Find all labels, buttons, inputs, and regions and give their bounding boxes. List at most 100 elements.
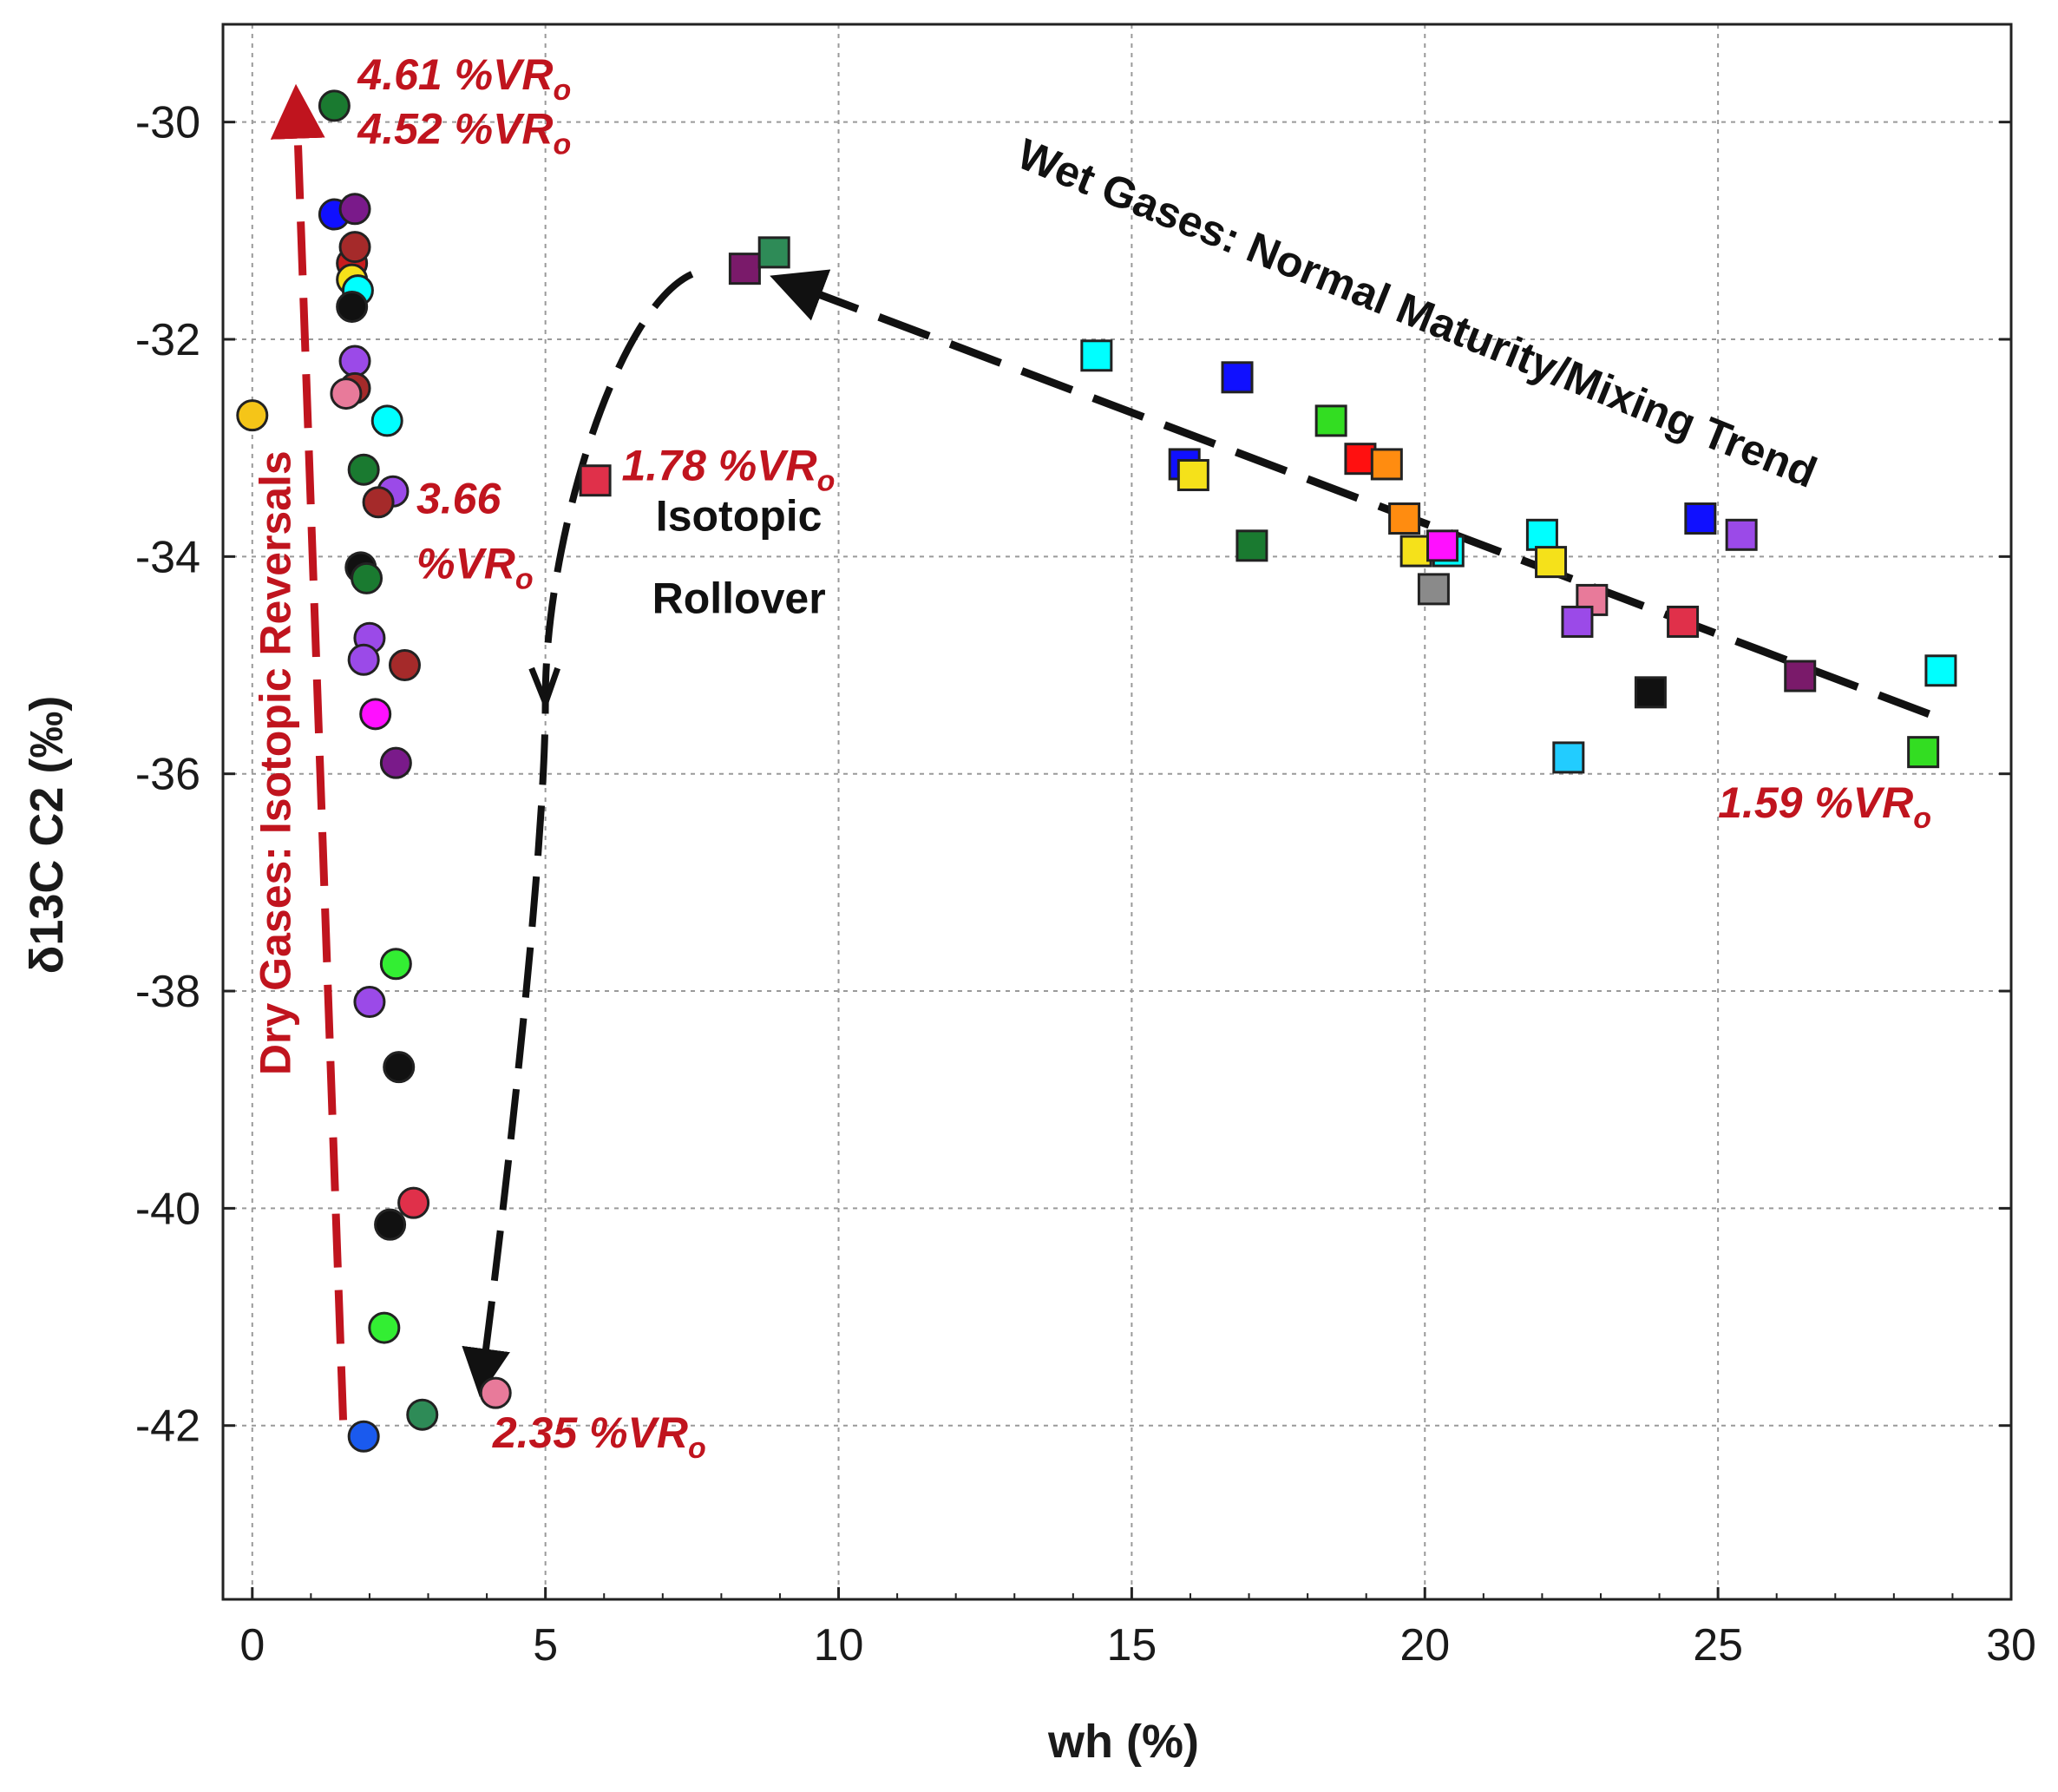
y-tick-label: -36 [135, 750, 200, 800]
y-tick-label: -38 [135, 967, 200, 1017]
label-vr-1-59: 1.59 %VRo [1718, 778, 1931, 835]
circle-point [397, 1186, 430, 1219]
trend-arrows [270, 83, 1930, 1421]
circle-point [336, 290, 369, 323]
label-vr-3-66-unit-value: %VR [416, 539, 515, 587]
square-point [1924, 654, 1957, 687]
plot-frame [221, 23, 2013, 1601]
circle-point [347, 453, 380, 486]
y-tick-label: -32 [135, 315, 200, 365]
x-tick-label: 15 [1106, 1620, 1157, 1671]
x-tick-label: 0 [239, 1620, 265, 1671]
label-vr-4-52: 4.52 %VRo [357, 105, 571, 161]
square-point [1525, 518, 1558, 551]
square-point [1561, 605, 1594, 638]
label-dry-gases-trend: Dry Gases: Isotopic Reversals [252, 450, 300, 1075]
square-point [1417, 573, 1450, 606]
square-point [579, 464, 612, 497]
circle-point [368, 1311, 401, 1344]
x-tick-label: 30 [1986, 1620, 2036, 1671]
label-vr-4-61-subscript: o [554, 74, 572, 107]
square-point [728, 253, 761, 286]
label-vr-4-52-value: 4.52 %VR [357, 105, 553, 154]
square-point [757, 236, 790, 269]
label-vr-4-61: 4.61 %VRo [357, 50, 571, 107]
wet-trend-arrow [770, 269, 1930, 719]
x-tick-label: 10 [814, 1620, 864, 1671]
circle-point [338, 193, 371, 226]
circle-point [338, 345, 371, 377]
label-vr-1-59-value: 1.59 %VR [1718, 778, 1913, 827]
circle-point [370, 404, 403, 437]
square-point [1552, 741, 1585, 774]
label-vr-3-66-unit-subscript: o [515, 562, 534, 595]
label-vr-1-78: 1.78 %VRo [622, 442, 836, 498]
square-point [1235, 529, 1268, 562]
square-point [1176, 458, 1209, 491]
circle-point [479, 1376, 512, 1409]
square-point [1314, 404, 1347, 437]
circle-point [359, 698, 392, 731]
label-vr-3-66-value: 3.66 [416, 474, 502, 522]
label-vr-1-78-value: 1.78 %VR [622, 442, 817, 490]
square-point [1399, 535, 1432, 568]
y-tick-label: -40 [135, 1184, 200, 1234]
label-vr-1-78-subscript: o [817, 465, 836, 498]
circle-point [347, 1420, 380, 1453]
square-point [1344, 443, 1377, 476]
label-vr-3-66-value-value: 3.66 [416, 474, 502, 522]
square-point [1388, 502, 1421, 535]
label-isotopic: Isotopic [656, 491, 823, 540]
y-axis-title: δ13C C2 (‰) [21, 696, 73, 975]
square-point [1725, 518, 1758, 551]
circle-point [388, 649, 421, 682]
dry-trend-arrow [270, 83, 348, 1421]
circle-point [353, 986, 386, 1019]
y-tick-label: -42 [135, 1401, 200, 1452]
label-vr-3-66-unit: %VRo [416, 539, 534, 595]
circle-point [338, 231, 371, 264]
x-axis-title: wh (%) [1047, 1716, 1199, 1768]
square-point [1535, 546, 1568, 579]
x-tick-label: 20 [1399, 1620, 1450, 1671]
rollover-mid-arrowhead [528, 666, 560, 712]
circle-point [379, 746, 412, 779]
square-point [1221, 361, 1254, 394]
label-rollover: Rollover [652, 574, 826, 622]
circle-point [330, 377, 363, 410]
circle-point [347, 643, 380, 676]
square-point [1907, 736, 1940, 769]
square-point [1426, 529, 1459, 562]
data-points [236, 89, 1957, 1453]
circle-point [318, 89, 351, 122]
label-vr-1-59-subscript: o [1913, 802, 1931, 835]
square-point [1634, 676, 1667, 709]
grid [223, 24, 2011, 1599]
square-point [1370, 448, 1403, 481]
y-tick-label: -34 [135, 532, 200, 582]
y-tick-label: -30 [135, 98, 200, 148]
label-vr-4-52-subscript: o [554, 128, 572, 161]
square-point [1684, 502, 1717, 535]
rollover-arrow [462, 271, 694, 1398]
label-vr-2-35-value: 2.35 %VR [492, 1408, 688, 1457]
circle-point [374, 1208, 407, 1241]
circle-point [236, 399, 269, 432]
x-tick-label: 25 [1693, 1620, 1743, 1671]
circle-point [362, 486, 395, 519]
circle-point [383, 1051, 416, 1084]
square-point [1080, 339, 1113, 372]
label-vr-2-35-subscript: o [688, 1432, 706, 1465]
circle-point [379, 948, 412, 981]
square-point [1667, 605, 1700, 638]
circle-point [351, 561, 383, 594]
label-vr-4-61-value: 4.61 %VR [357, 50, 553, 99]
axis-ticks: 0 5 10 15 20 25 30 -30 -32 -34 -36 -38 -40 -42 [135, 98, 2036, 1671]
square-point [1784, 660, 1817, 693]
x-tick-label: 5 [533, 1620, 558, 1671]
circle-point [406, 1398, 439, 1431]
label-vr-2-35: 2.35 %VRo [492, 1408, 706, 1465]
